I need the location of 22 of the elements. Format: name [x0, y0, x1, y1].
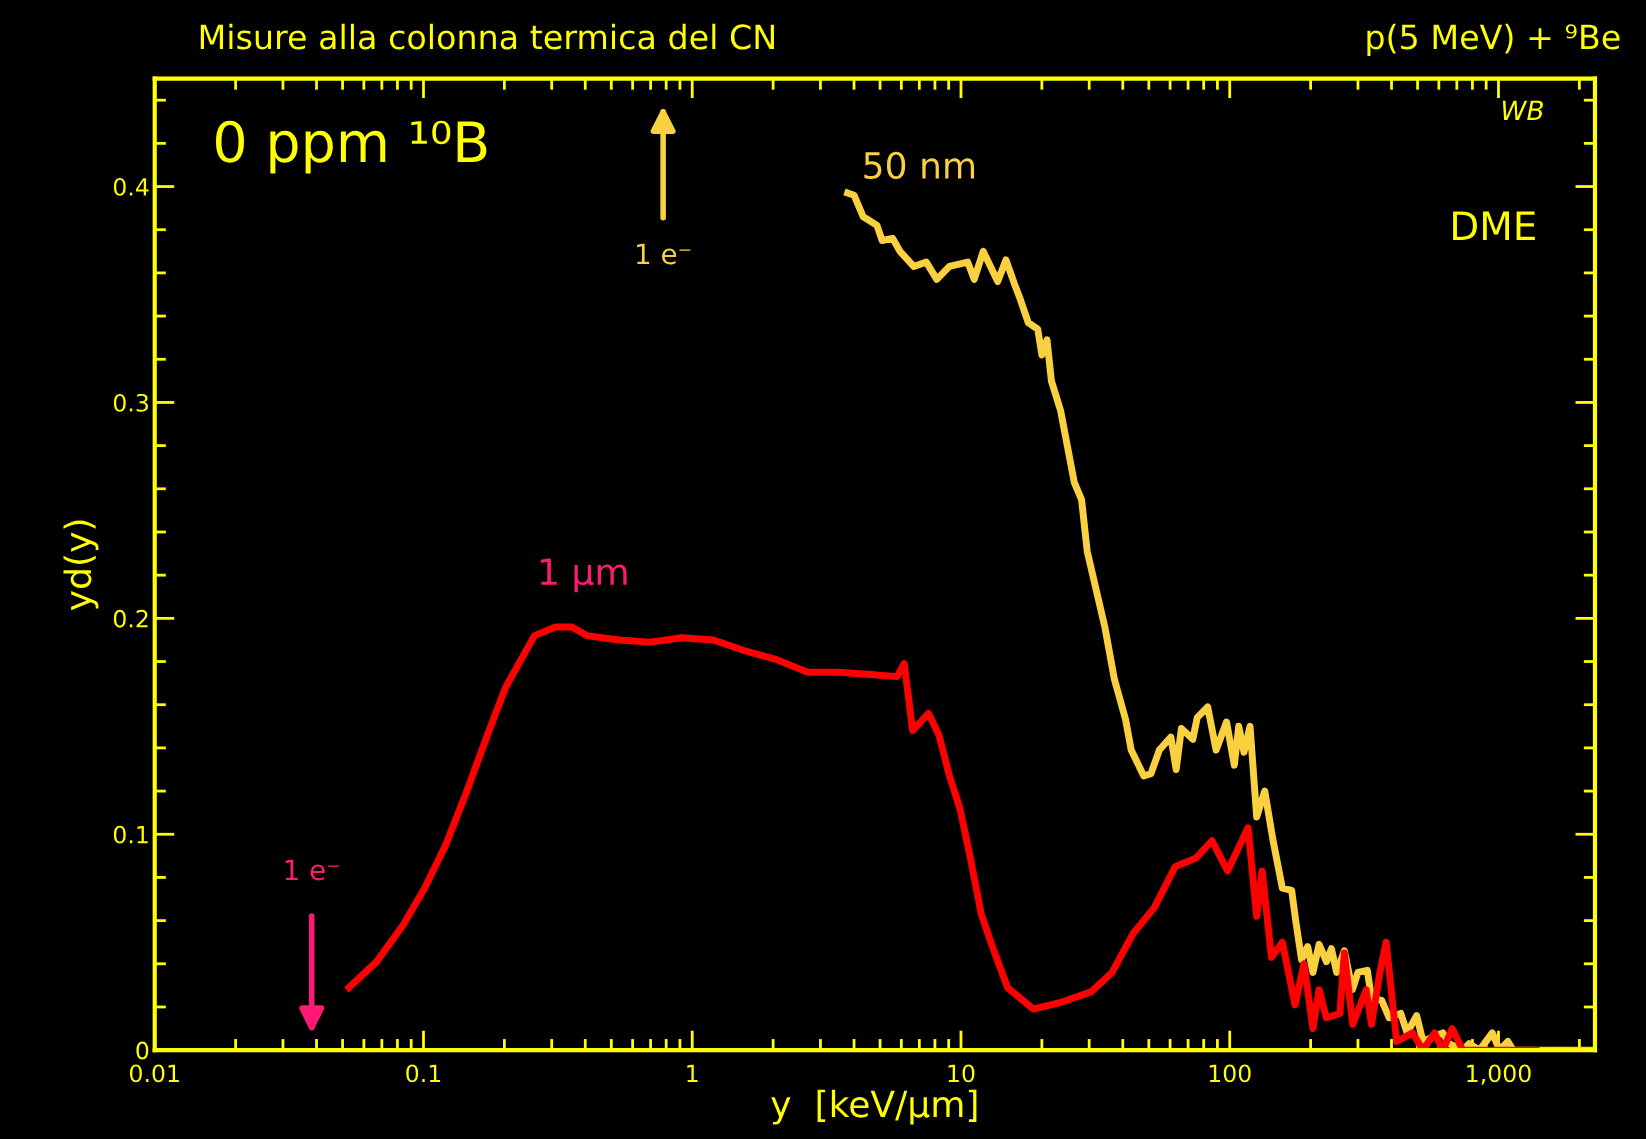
x-tick-label: 1 [687, 1064, 698, 1082]
annotation: 1 e⁻ [637, 243, 691, 265]
annotation: DME [1453, 211, 1535, 240]
series-label: 50 nm [864, 151, 975, 180]
chart-title: Misure alla colonna termica del CN [200, 23, 774, 50]
y-tick-label: 0 [136, 1041, 149, 1060]
y-axis-title: yd(y) [63, 520, 99, 611]
y-tick-label: 0.3 [113, 393, 148, 412]
x-tick-label: 1,000 [1467, 1064, 1531, 1085]
x-tick-label: 0.1 [406, 1064, 441, 1083]
annotation: WB [1502, 100, 1543, 120]
x-tick-label: 10 [948, 1064, 975, 1083]
x-tick-label: 100 [1209, 1064, 1251, 1083]
y-tick-label: 0.4 [113, 177, 149, 196]
annotation: 0 ppm ¹⁰B [216, 120, 487, 174]
annotation: 1 e⁻ [285, 859, 339, 881]
x-tick-label: 0.01 [130, 1064, 179, 1083]
chart-subtitle: p(5 MeV) + ⁹Be [1367, 23, 1620, 56]
x-axis-title: y [keV/μm] [771, 1089, 977, 1125]
series-label: 1 μm [540, 558, 627, 593]
y-tick-label: 0.1 [113, 825, 148, 844]
y-tick-label: 0.2 [113, 609, 148, 628]
